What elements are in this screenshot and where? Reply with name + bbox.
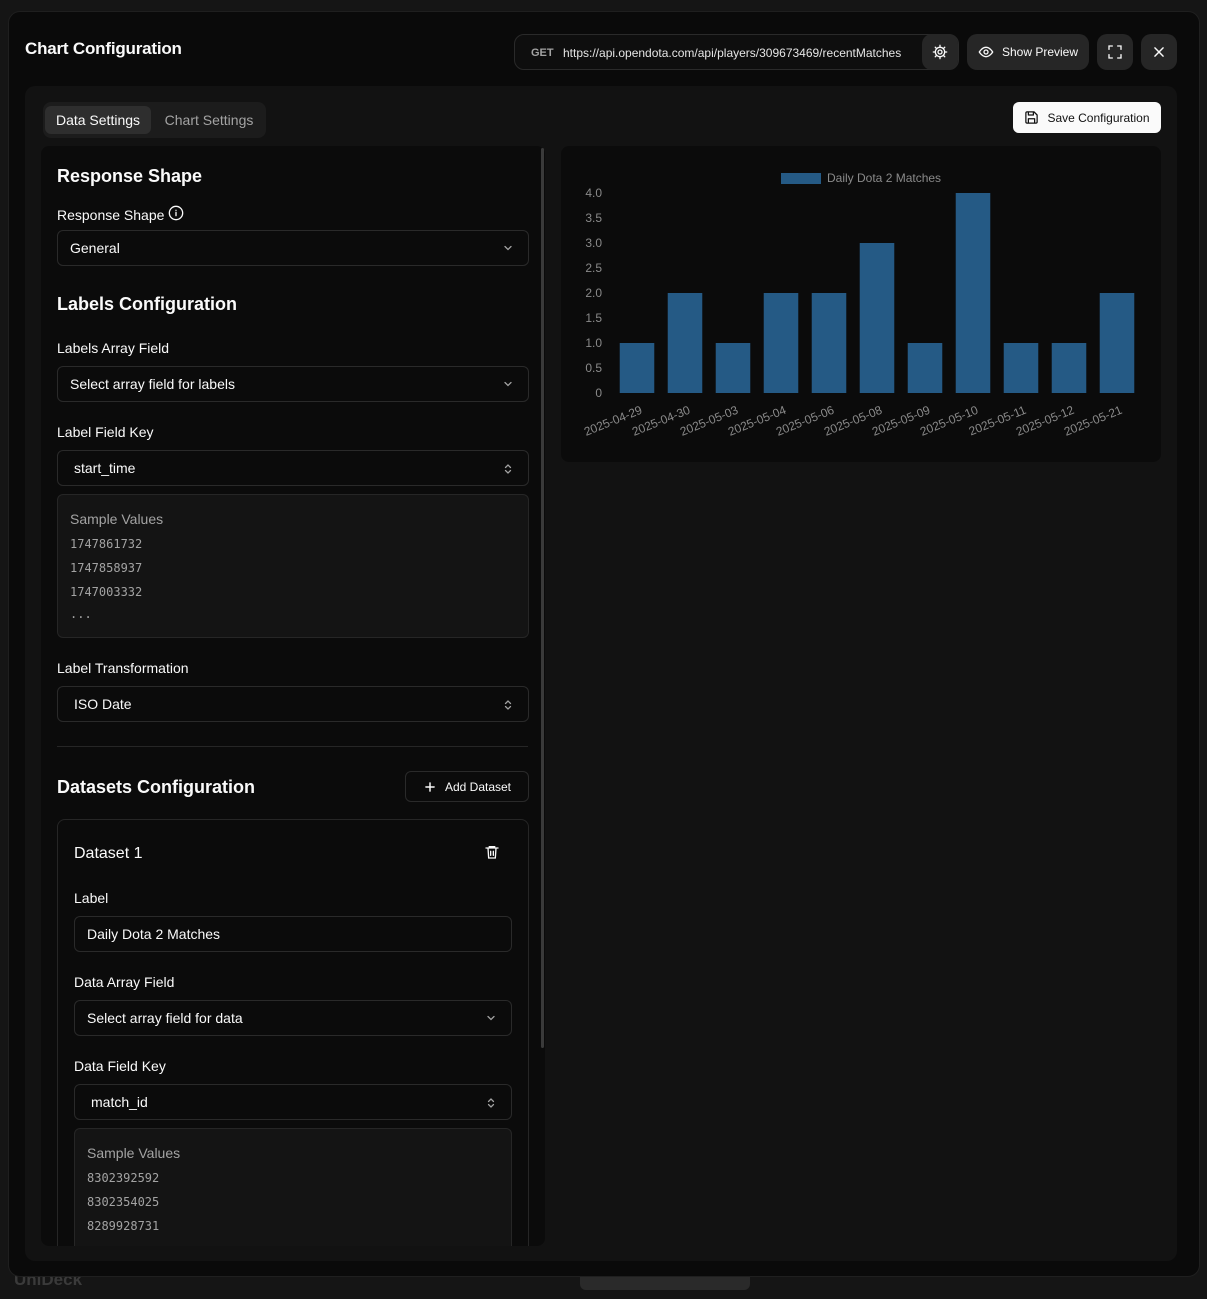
add-dataset-label: Add Dataset bbox=[444, 779, 512, 794]
bar bbox=[811, 293, 847, 393]
dataset-label-value: Daily Dota 2 Matches bbox=[87, 926, 221, 942]
endpoint-url: https://api.opendota.com/api/players/309… bbox=[563, 46, 902, 60]
endpoint-bar: GET https://api.opendota.com/api/players… bbox=[514, 34, 959, 70]
label-transformation-value: ISO Date bbox=[74, 696, 132, 712]
data-sample-values: Sample Values 8302392592 8302354025 8289… bbox=[74, 1128, 512, 1246]
y-tick-label: 1.0 bbox=[585, 336, 602, 350]
sample-values-title: Sample Values bbox=[70, 511, 164, 527]
data-field-key-value: match_id bbox=[91, 1094, 148, 1110]
add-dataset-button[interactable]: Add Dataset bbox=[405, 771, 529, 802]
response-shape-heading: Response Shape bbox=[57, 166, 203, 186]
expand-icon bbox=[1108, 45, 1122, 59]
left-panel-scrollbar[interactable] bbox=[541, 148, 544, 1048]
sample-value: 8302354025 bbox=[87, 1195, 160, 1209]
data-field-key-select[interactable]: match_id bbox=[74, 1084, 512, 1120]
dataset-card: Dataset 1 Label Daily Dota 2 Matches Dat… bbox=[57, 819, 529, 1246]
fullscreen-button[interactable] bbox=[1097, 34, 1133, 70]
y-tick-label: 3.5 bbox=[585, 211, 602, 225]
label-sample-values: Sample Values 1747861732 1747858937 1747… bbox=[57, 494, 529, 638]
data-array-value: Select array field for data bbox=[87, 1010, 243, 1026]
show-preview-button[interactable]: Show Preview bbox=[967, 34, 1089, 70]
save-icon bbox=[1025, 111, 1039, 124]
modal-title: Chart Configuration bbox=[25, 39, 182, 58]
data-field-key-label: Data Field Key bbox=[74, 1058, 166, 1074]
bar bbox=[1099, 293, 1135, 393]
gear-icon bbox=[932, 44, 948, 60]
bar bbox=[955, 193, 991, 393]
datasets-config-heading: Datasets Configuration bbox=[57, 777, 256, 797]
labels-array-select[interactable]: Select array field for labels bbox=[57, 366, 529, 402]
bar bbox=[907, 343, 943, 393]
endpoint-settings-button[interactable] bbox=[922, 34, 958, 70]
y-tick-label: 2.5 bbox=[585, 261, 602, 275]
bar bbox=[715, 343, 751, 393]
eye-icon bbox=[978, 46, 994, 58]
info-icon[interactable] bbox=[168, 205, 184, 221]
labels-array-field-label: Labels Array Field bbox=[57, 340, 170, 356]
chart-preview: Daily Dota 2 Matches 0 0.5 1.0 1.5 2.0 2.5 3.0 3… bbox=[561, 146, 1161, 462]
trash-icon[interactable] bbox=[484, 844, 500, 860]
chevron-updown-icon bbox=[504, 464, 512, 474]
y-tick-label: 2.0 bbox=[585, 286, 602, 300]
label-field-key-select[interactable]: start_time bbox=[57, 450, 529, 486]
label-transformation-label: Label Transformation bbox=[57, 660, 189, 676]
section-divider bbox=[57, 746, 528, 747]
bar bbox=[1051, 343, 1087, 393]
bar bbox=[619, 343, 655, 393]
close-button[interactable] bbox=[1141, 34, 1177, 70]
chevron-updown-icon bbox=[504, 700, 512, 710]
sample-value: 1747861732 bbox=[70, 537, 143, 551]
bar bbox=[1003, 343, 1039, 393]
dataset-title: Dataset 1 bbox=[74, 845, 143, 862]
bar-chart: Daily Dota 2 Matches 0 0.5 1.0 1.5 2.0 2.5 3.0 3… bbox=[582, 171, 1135, 439]
chevron-down-icon bbox=[487, 1015, 495, 1021]
sample-value-ellipsis: ... bbox=[70, 607, 92, 621]
sample-value: 1747858937 bbox=[70, 561, 143, 575]
show-preview-label: Show Preview bbox=[1001, 45, 1079, 59]
y-tick-label: 1.5 bbox=[585, 311, 602, 325]
response-shape-select[interactable]: General bbox=[57, 230, 529, 266]
tab-chart-settings[interactable]: Chart Settings bbox=[164, 112, 254, 128]
y-tick-label: 0.5 bbox=[585, 361, 602, 375]
tab-data-settings[interactable]: Data Settings bbox=[45, 106, 151, 134]
plus-icon bbox=[425, 781, 435, 792]
y-tick-label: 4.0 bbox=[585, 186, 602, 200]
chart-config-modal: Chart Configuration GET https://api.open… bbox=[8, 11, 1200, 1277]
sample-value: 8302392592 bbox=[87, 1171, 160, 1185]
sample-value: 8289928731 bbox=[87, 1219, 160, 1233]
chevron-down-icon bbox=[504, 381, 512, 387]
legend-swatch bbox=[781, 173, 821, 184]
labels-config-heading: Labels Configuration bbox=[57, 294, 237, 314]
y-tick-label: 0 bbox=[595, 386, 602, 400]
data-array-select[interactable]: Select array field for data bbox=[74, 1000, 512, 1036]
chevron-updown-icon bbox=[487, 1098, 495, 1108]
modal-content: Data Settings Chart Settings Save Config… bbox=[25, 86, 1177, 1261]
data-settings-panel: Response Shape Response Shape General La… bbox=[41, 146, 545, 1246]
bar bbox=[763, 293, 799, 393]
close-icon bbox=[1154, 47, 1164, 57]
response-shape-value: General bbox=[70, 240, 120, 256]
settings-tabs: Data Settings Chart Settings bbox=[43, 102, 266, 138]
label-field-key-label: Label Field Key bbox=[57, 424, 154, 440]
save-configuration-label: Save Configuration bbox=[1047, 110, 1150, 125]
chevron-down-icon bbox=[504, 245, 512, 251]
data-array-field-label: Data Array Field bbox=[74, 974, 175, 990]
save-configuration-button[interactable]: Save Configuration bbox=[1013, 102, 1161, 133]
sample-value: 1747003332 bbox=[70, 585, 143, 599]
labels-array-value: Select array field for labels bbox=[70, 376, 235, 392]
label-transformation-select[interactable]: ISO Date bbox=[57, 686, 529, 722]
dataset-label-input[interactable]: Daily Dota 2 Matches bbox=[74, 916, 512, 952]
response-shape-label: Response Shape bbox=[57, 207, 165, 223]
legend-label: Daily Dota 2 Matches bbox=[827, 171, 941, 185]
y-tick-label: 3.0 bbox=[585, 236, 602, 250]
label-field-key-value: start_time bbox=[74, 460, 136, 476]
bar bbox=[667, 293, 703, 393]
sample-values-title: Sample Values bbox=[87, 1145, 181, 1161]
http-method: GET bbox=[531, 47, 554, 59]
dataset-label-label: Label bbox=[74, 890, 109, 906]
bar bbox=[859, 243, 895, 393]
